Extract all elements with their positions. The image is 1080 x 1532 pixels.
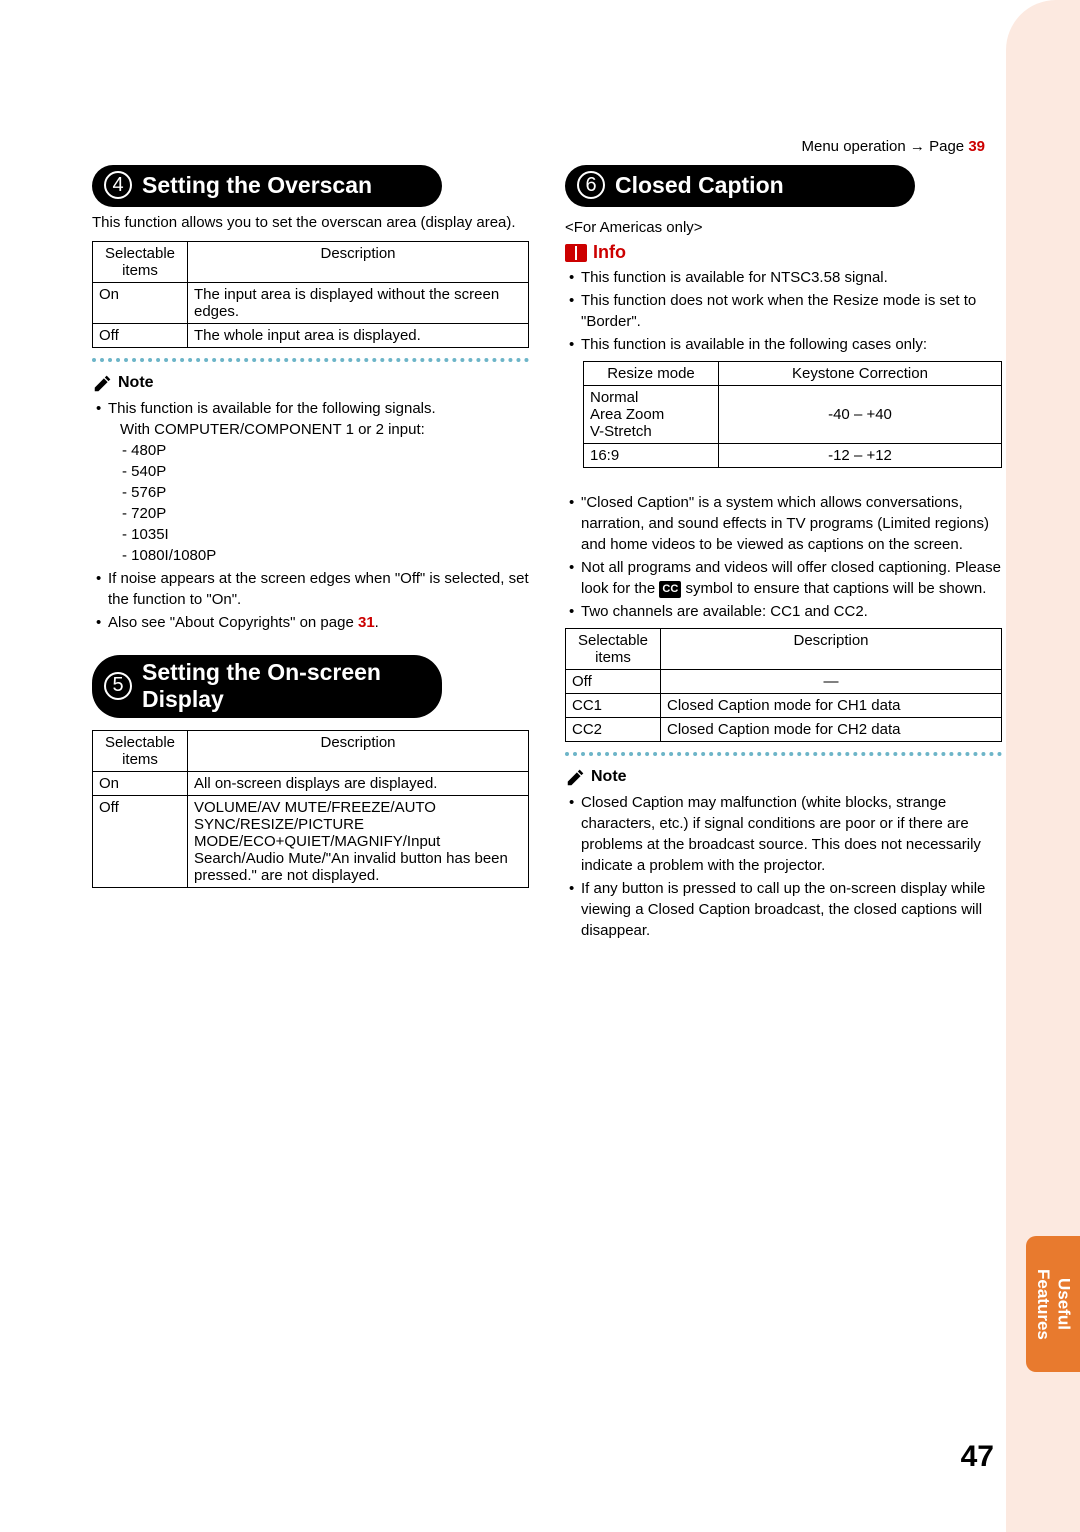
table-header: Description: [661, 629, 1002, 670]
section-4-header: 4 Setting the Overscan: [92, 165, 442, 207]
table-header: Keystone Correction: [719, 362, 1002, 386]
section-5-num: 5: [104, 672, 132, 700]
cc-icon: CC: [659, 581, 681, 598]
dotted-divider: [92, 358, 529, 362]
book-icon: [565, 244, 587, 262]
table-row: CC2 Closed Caption mode for CH2 data: [566, 718, 1002, 742]
section-4-intro: This function allows you to set the over…: [92, 213, 529, 233]
section-6-title: Closed Caption: [615, 172, 784, 199]
table-header: Selectable items: [93, 731, 188, 772]
section-4-title: Setting the Overscan: [142, 172, 372, 199]
side-tab-line1: Useful: [1054, 1278, 1073, 1330]
section-5-title-line1: Setting the On-screen: [142, 659, 381, 685]
region-note: <For Americas only>: [565, 219, 1002, 236]
table-row: On All on-screen displays are displayed.: [93, 772, 529, 796]
osd-table: Selectable items Description On All on-s…: [92, 730, 529, 888]
note-header: Note: [565, 766, 1002, 788]
signal-list: - 480P - 540P - 576P - 720P - 1035I - 10…: [108, 440, 529, 566]
table-header: Resize mode: [584, 362, 719, 386]
section-6-header: 6 Closed Caption: [565, 165, 915, 207]
table-row: Off The whole input area is displayed.: [93, 324, 529, 348]
table-row: CC1 Closed Caption mode for CH1 data: [566, 694, 1002, 718]
overscan-table: Selectable items Description On The inpu…: [92, 241, 529, 348]
table-row: 16:9 -12 – +12: [584, 444, 1002, 468]
info-bullets: This function is available for NTSC3.58 …: [565, 267, 1002, 355]
table-header: Description: [188, 242, 529, 283]
section-4-notes: This function is available for the follo…: [92, 398, 529, 633]
left-column: 4 Setting the Overscan This function all…: [92, 135, 529, 943]
side-tab-line2: Features: [1034, 1269, 1053, 1340]
section-4-num: 4: [104, 171, 132, 199]
right-column: 6 Closed Caption <For Americas only> Inf…: [565, 135, 1002, 943]
side-tab: Useful Features: [1026, 1236, 1080, 1372]
cc-description-bullets: "Closed Caption" is a system which allow…: [565, 492, 1002, 622]
info-header: Info: [565, 242, 1002, 263]
note-header: Note: [92, 372, 529, 394]
table-header: Description: [188, 731, 529, 772]
section-6-num: 6: [577, 171, 605, 199]
pencil-icon: [92, 372, 114, 394]
section-5-title-line2: Display: [142, 686, 381, 712]
section-6-notes: Closed Caption may malfunction (white bl…: [565, 792, 1002, 941]
dotted-divider: [565, 752, 1002, 756]
cc-table: Selectable items Description Off — CC1 C…: [565, 628, 1002, 742]
table-row: On The input area is displayed without t…: [93, 283, 529, 324]
table-header: Selectable items: [93, 242, 188, 283]
pencil-icon: [565, 766, 587, 788]
table-header: Selectable items: [566, 629, 661, 670]
table-row: Normal Area Zoom V-Stretch -40 – +40: [584, 386, 1002, 444]
section-5-header: 5 Setting the On-screen Display: [92, 655, 442, 718]
page-number: 47: [961, 1440, 994, 1474]
table-row: Off —: [566, 670, 1002, 694]
table-row: Off VOLUME/AV MUTE/FREEZE/AUTO SYNC/RESI…: [93, 796, 529, 888]
keystone-table: Resize mode Keystone Correction Normal A…: [583, 361, 1002, 468]
